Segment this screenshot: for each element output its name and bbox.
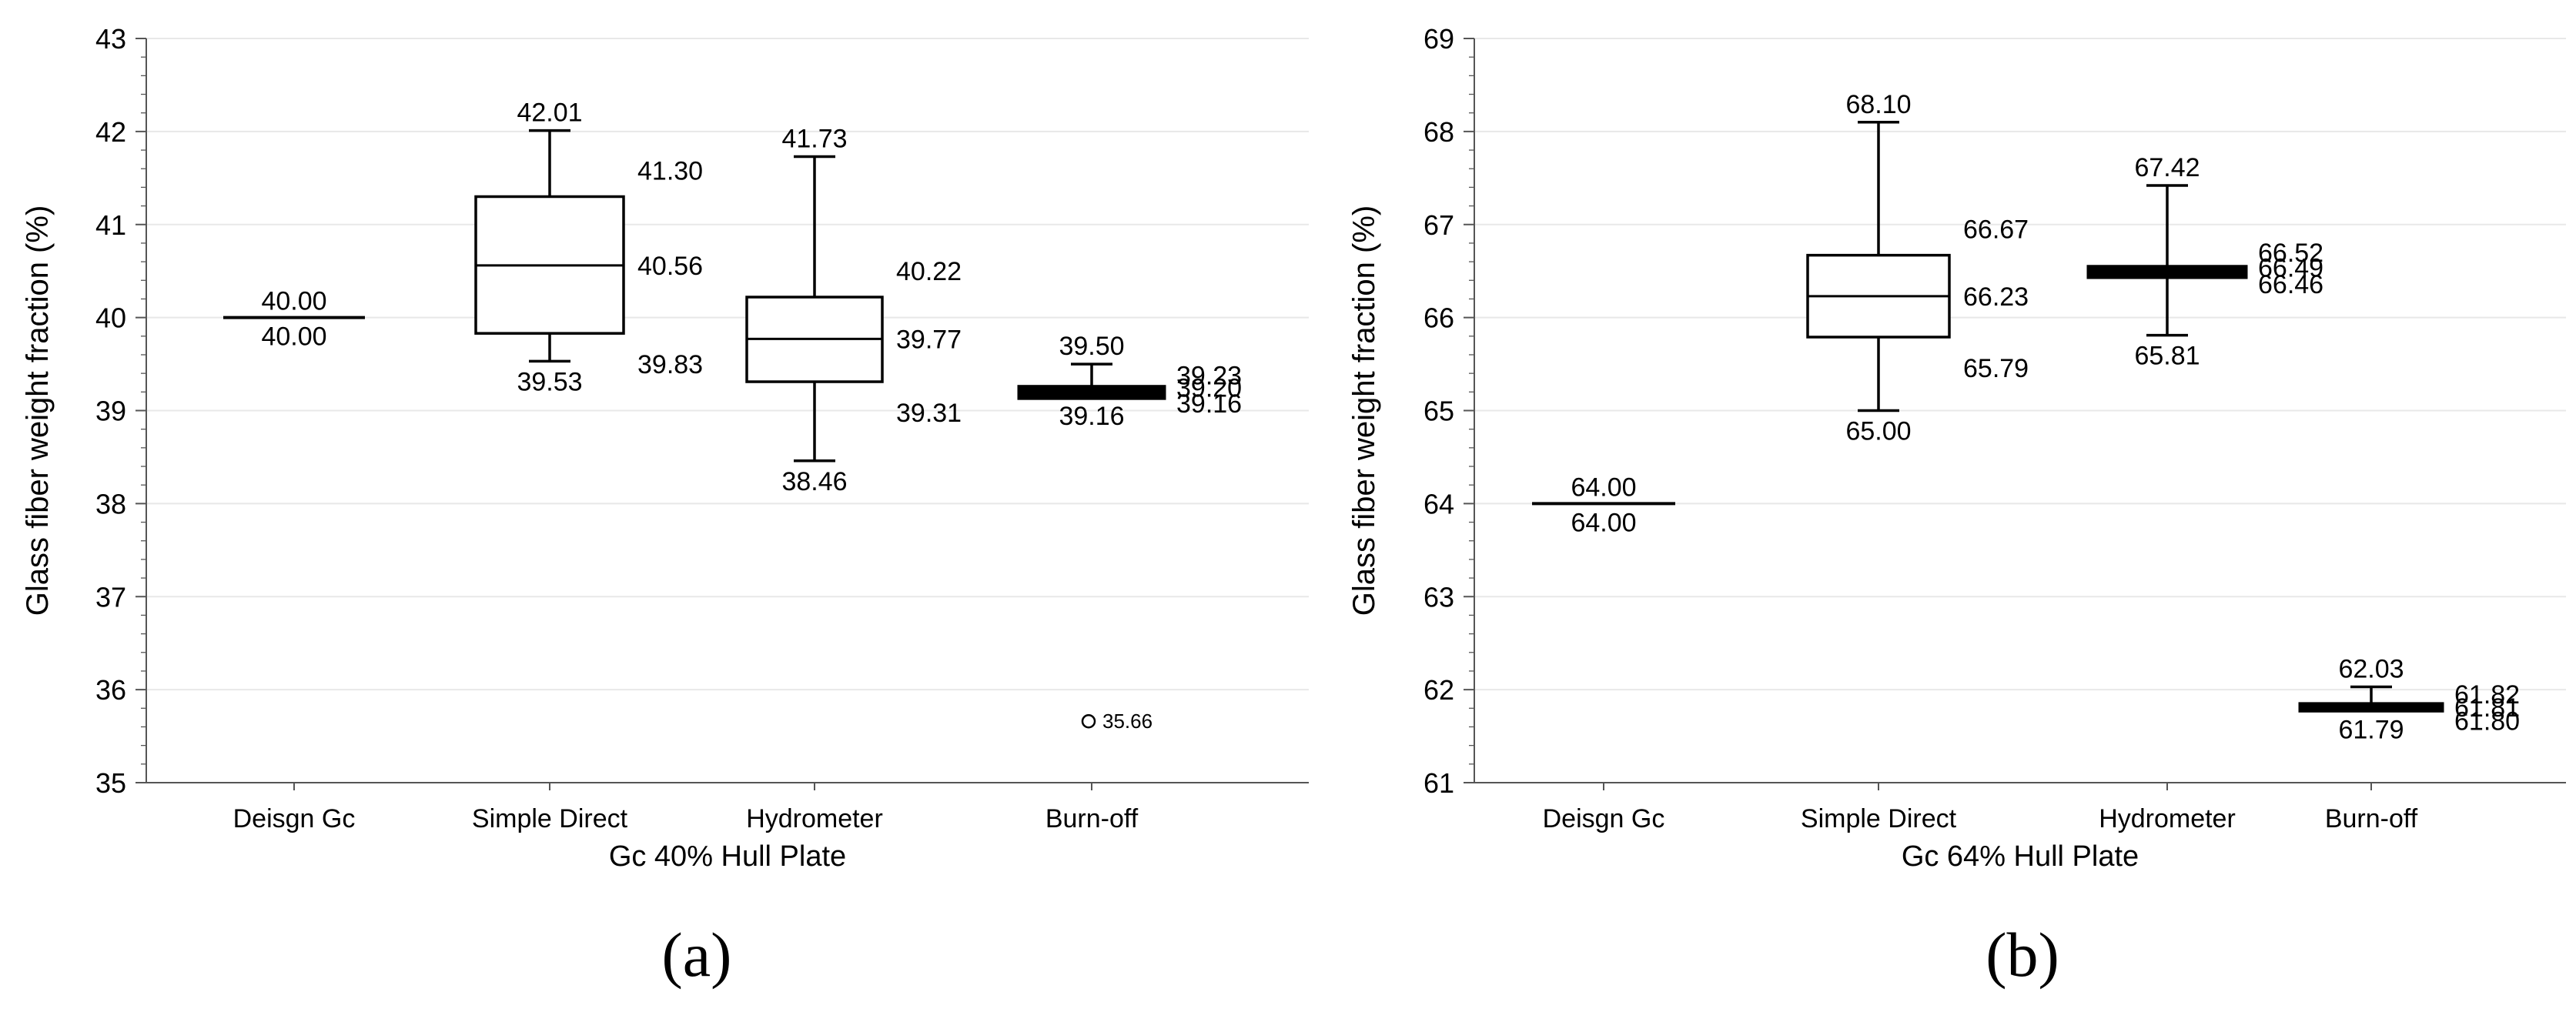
max-value-label: 64.00 (1571, 473, 1636, 502)
median-value-label: 66.23 (1963, 282, 2029, 312)
q1-value-label: 39.16 (1176, 389, 1242, 419)
y-tick-label: 67 (1423, 209, 1454, 241)
chart-panel-b: 61 62 63 64 65 66 67 68 69 Deisgn Gc Simple Direct… (1347, 23, 2566, 990)
min-value-label: 40.00 (261, 322, 326, 352)
x-tick-label: Simple Direct (472, 804, 628, 833)
median-value-label: 39.77 (896, 325, 962, 354)
panel-label: (a) (661, 920, 731, 990)
median-value-label: 61.81 (2454, 693, 2520, 723)
q3-value-label: 39.23 (1176, 362, 1242, 391)
q1-value-label: 65.79 (1963, 354, 2029, 383)
y-axis-label: Glass fiber weight fraction (%) (21, 205, 55, 616)
iqr-box (1017, 385, 1166, 400)
x-axis-label: Gc 40% Hull Plate (609, 840, 846, 873)
y-tick-label: 62 (1423, 674, 1454, 706)
q1-value-label: 66.46 (2258, 270, 2323, 299)
y-tick-label: 36 (95, 674, 126, 706)
x-tick-label: Hydrometer (746, 804, 883, 833)
median-value-label: 39.20 (1176, 373, 1242, 402)
q3-value-label: 61.82 (2454, 680, 2520, 710)
iqr-box (2086, 265, 2248, 279)
min-value-label: 65.81 (2134, 342, 2200, 371)
y-tick-label: 39 (95, 396, 126, 427)
y-tick-label: 43 (95, 23, 126, 55)
q1-value-label: 39.83 (637, 350, 703, 379)
y-tick-label: 63 (1423, 581, 1454, 613)
panel-label: (b) (1986, 920, 2059, 990)
y-tick-label: 35 (95, 767, 126, 799)
x-tick-label: Deisgn Gc (233, 804, 356, 833)
x-axis-label: Gc 64% Hull Plate (1902, 840, 2139, 873)
chart-panel-a: 35 36 37 38 39 40 41 42 43 Deisgn Gc Simple Direct… (21, 23, 1309, 990)
q3-value-label: 40.22 (896, 257, 962, 286)
x-tick-label: Simple Direct (1801, 804, 1957, 833)
q3-value-label: 66.52 (2258, 239, 2323, 268)
max-value-label: 62.03 (2338, 654, 2404, 683)
y-tick-label: 42 (95, 116, 126, 148)
y-axis-label: Glass fiber weight fraction (%) (1347, 205, 1381, 616)
y-tick-label: 41 (95, 209, 126, 241)
x-tick-label: Hydrometer (2099, 804, 2236, 833)
x-tick-label: Burn-off (1045, 804, 1139, 833)
min-value-label: 39.53 (517, 367, 582, 396)
y-tick-label: 64 (1423, 488, 1454, 519)
q1-value-label: 61.80 (2454, 706, 2520, 736)
min-value-label: 64.00 (1571, 508, 1636, 537)
x-tick-label: Deisgn Gc (1543, 804, 1665, 833)
min-value-label: 61.79 (2338, 716, 2404, 745)
max-value-label: 40.00 (261, 287, 326, 316)
max-value-label: 42.01 (517, 99, 582, 128)
y-tick-label: 65 (1423, 396, 1454, 427)
y-tick-label: 38 (95, 488, 126, 519)
max-value-label: 41.73 (781, 125, 847, 154)
y-tick-label: 69 (1423, 23, 1454, 55)
max-value-label: 39.50 (1059, 332, 1124, 361)
iqr-box (2298, 702, 2444, 713)
q3-value-label: 41.30 (637, 156, 703, 185)
y-tick-label: 66 (1423, 302, 1454, 334)
min-value-label: 39.16 (1059, 402, 1124, 431)
q1-value-label: 39.31 (896, 399, 962, 428)
max-value-label: 67.42 (2134, 153, 2200, 182)
x-tick-label: Burn-off (2325, 804, 2418, 833)
y-tick-label: 40 (95, 302, 126, 334)
outlier-point (1081, 713, 1096, 729)
y-tick-label: 37 (95, 581, 126, 613)
min-value-label: 65.00 (1845, 417, 1911, 446)
median-value-label: 40.56 (637, 252, 703, 281)
median-value-label: 66.49 (2258, 253, 2323, 282)
y-tick-label: 61 (1423, 767, 1454, 799)
q3-value-label: 66.67 (1963, 215, 2029, 245)
y-tick-label: 68 (1423, 116, 1454, 148)
max-value-label: 68.10 (1845, 90, 1911, 119)
outlier-value-label: 35.66 (1102, 710, 1153, 733)
min-value-label: 38.46 (781, 467, 847, 496)
